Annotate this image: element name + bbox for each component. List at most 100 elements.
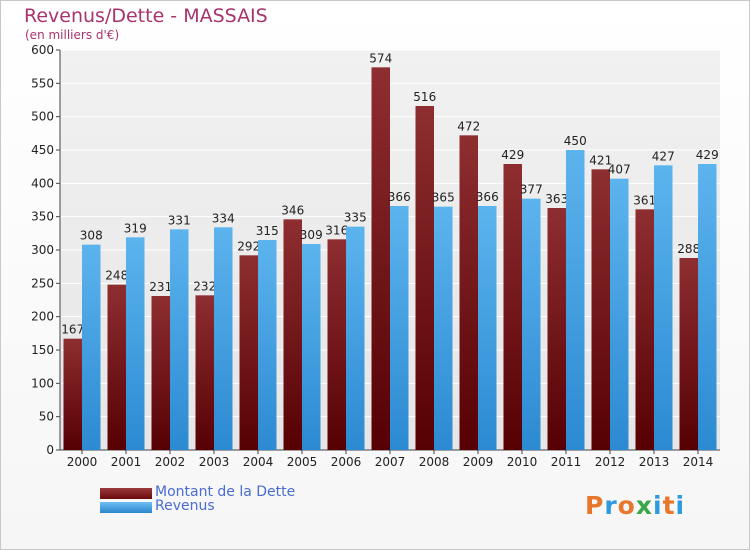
y-tick-label: 350 — [31, 210, 54, 224]
bar-revenus — [478, 206, 497, 450]
x-tick-label: 2012 — [595, 455, 626, 469]
y-tick-label: 0 — [46, 443, 54, 457]
bar-revenus — [654, 165, 673, 451]
data-label: 334 — [212, 211, 235, 225]
data-label: 288 — [677, 242, 700, 256]
y-tick-label: 100 — [31, 376, 54, 390]
data-label: 472 — [457, 119, 480, 133]
data-label: 363 — [545, 192, 568, 206]
data-label: 421 — [589, 153, 612, 167]
data-label: 574 — [369, 51, 392, 65]
bar-dette — [635, 209, 654, 450]
data-label: 516 — [413, 90, 436, 104]
data-label: 248 — [105, 269, 128, 283]
bar-revenus — [170, 229, 189, 450]
bar-dette — [415, 106, 434, 450]
x-tick-label: 2011 — [551, 455, 582, 469]
bar-dette — [371, 67, 390, 450]
bar-dette — [327, 239, 346, 450]
data-label: 308 — [80, 229, 103, 243]
data-label: 167 — [61, 323, 84, 337]
bar-dette — [283, 219, 302, 450]
bar-revenus — [566, 150, 585, 450]
data-label: 335 — [344, 211, 367, 225]
x-tick-label: 2005 — [287, 455, 318, 469]
data-label: 292 — [237, 239, 260, 253]
data-label: 361 — [633, 193, 656, 207]
x-tick-label: 2013 — [639, 455, 670, 469]
data-label: 366 — [388, 190, 411, 204]
data-label: 377 — [520, 183, 543, 197]
x-tick-label: 2009 — [463, 455, 494, 469]
legend-label-revenus: Revenus — [155, 498, 215, 514]
data-label: 316 — [325, 223, 348, 237]
x-tick-label: 2004 — [243, 455, 274, 469]
y-tick-label: 250 — [31, 276, 54, 290]
bar-dette — [151, 296, 170, 450]
bar-revenus — [214, 227, 233, 450]
bar-revenus — [434, 206, 453, 450]
bar-dette — [459, 135, 478, 451]
bar-revenus — [82, 244, 101, 450]
bar-revenus — [610, 178, 629, 450]
bar-revenus — [346, 226, 365, 450]
y-tick-label: 450 — [31, 143, 54, 157]
bar-dette — [679, 258, 698, 450]
data-label: 429 — [696, 148, 719, 162]
x-tick-label: 2003 — [199, 455, 230, 469]
x-tick-label: 2014 — [683, 455, 714, 469]
logo-letter: t — [662, 491, 676, 520]
x-tick-label: 2000 — [67, 455, 98, 469]
logo-letter: r — [604, 491, 618, 520]
bar-revenus — [698, 164, 717, 450]
logo-letter: o — [617, 491, 636, 520]
data-label: 450 — [564, 134, 587, 148]
bar-revenus — [522, 198, 541, 450]
data-label: 365 — [432, 191, 455, 205]
bar-dette — [591, 169, 610, 451]
logo-letter: i — [653, 491, 663, 520]
y-tick-label: 550 — [31, 76, 54, 90]
data-label: 427 — [652, 149, 675, 163]
bar-dette — [63, 338, 82, 450]
bar-revenus — [126, 237, 145, 450]
legend-swatch-revenus — [100, 502, 152, 513]
y-tick-label: 200 — [31, 310, 54, 324]
x-tick-label: 2006 — [331, 455, 362, 469]
proxiti-logo: Proxiti — [585, 491, 685, 520]
logo-letter: P — [585, 491, 605, 520]
bar-dette — [107, 284, 126, 450]
chart-title: Revenus/Dette - MASSAIS — [24, 5, 268, 27]
data-label: 231 — [149, 280, 172, 294]
logo-letter: i — [675, 491, 686, 520]
data-label: 319 — [124, 221, 147, 235]
data-label: 366 — [476, 190, 499, 204]
data-label: 407 — [608, 163, 631, 177]
x-tick-label: 2010 — [507, 455, 538, 469]
y-tick-label: 500 — [31, 110, 54, 124]
bar-dette — [547, 208, 566, 450]
data-label: 346 — [281, 203, 304, 217]
y-tick-label: 600 — [31, 43, 54, 57]
bar-revenus — [258, 240, 277, 450]
chart-subtitle: (en milliers d'€) — [25, 28, 120, 42]
legend-swatch-dette — [100, 488, 152, 499]
bar-dette — [195, 295, 214, 450]
bar-dette — [239, 255, 258, 450]
data-label: 429 — [501, 148, 524, 162]
x-tick-label: 2008 — [419, 455, 450, 469]
bar-revenus — [390, 206, 409, 450]
logo-letter: x — [635, 491, 653, 520]
x-tick-label: 2007 — [375, 455, 406, 469]
data-label: 331 — [168, 213, 191, 227]
data-label: 315 — [256, 224, 279, 238]
data-label: 232 — [193, 279, 216, 293]
y-tick-label: 150 — [31, 343, 54, 357]
x-tick-label: 2001 — [111, 455, 142, 469]
bar-revenus — [302, 244, 321, 450]
y-tick-label: 50 — [39, 410, 54, 424]
y-tick-label: 400 — [31, 176, 54, 190]
data-label: 309 — [300, 228, 323, 242]
y-tick-label: 300 — [31, 243, 54, 257]
